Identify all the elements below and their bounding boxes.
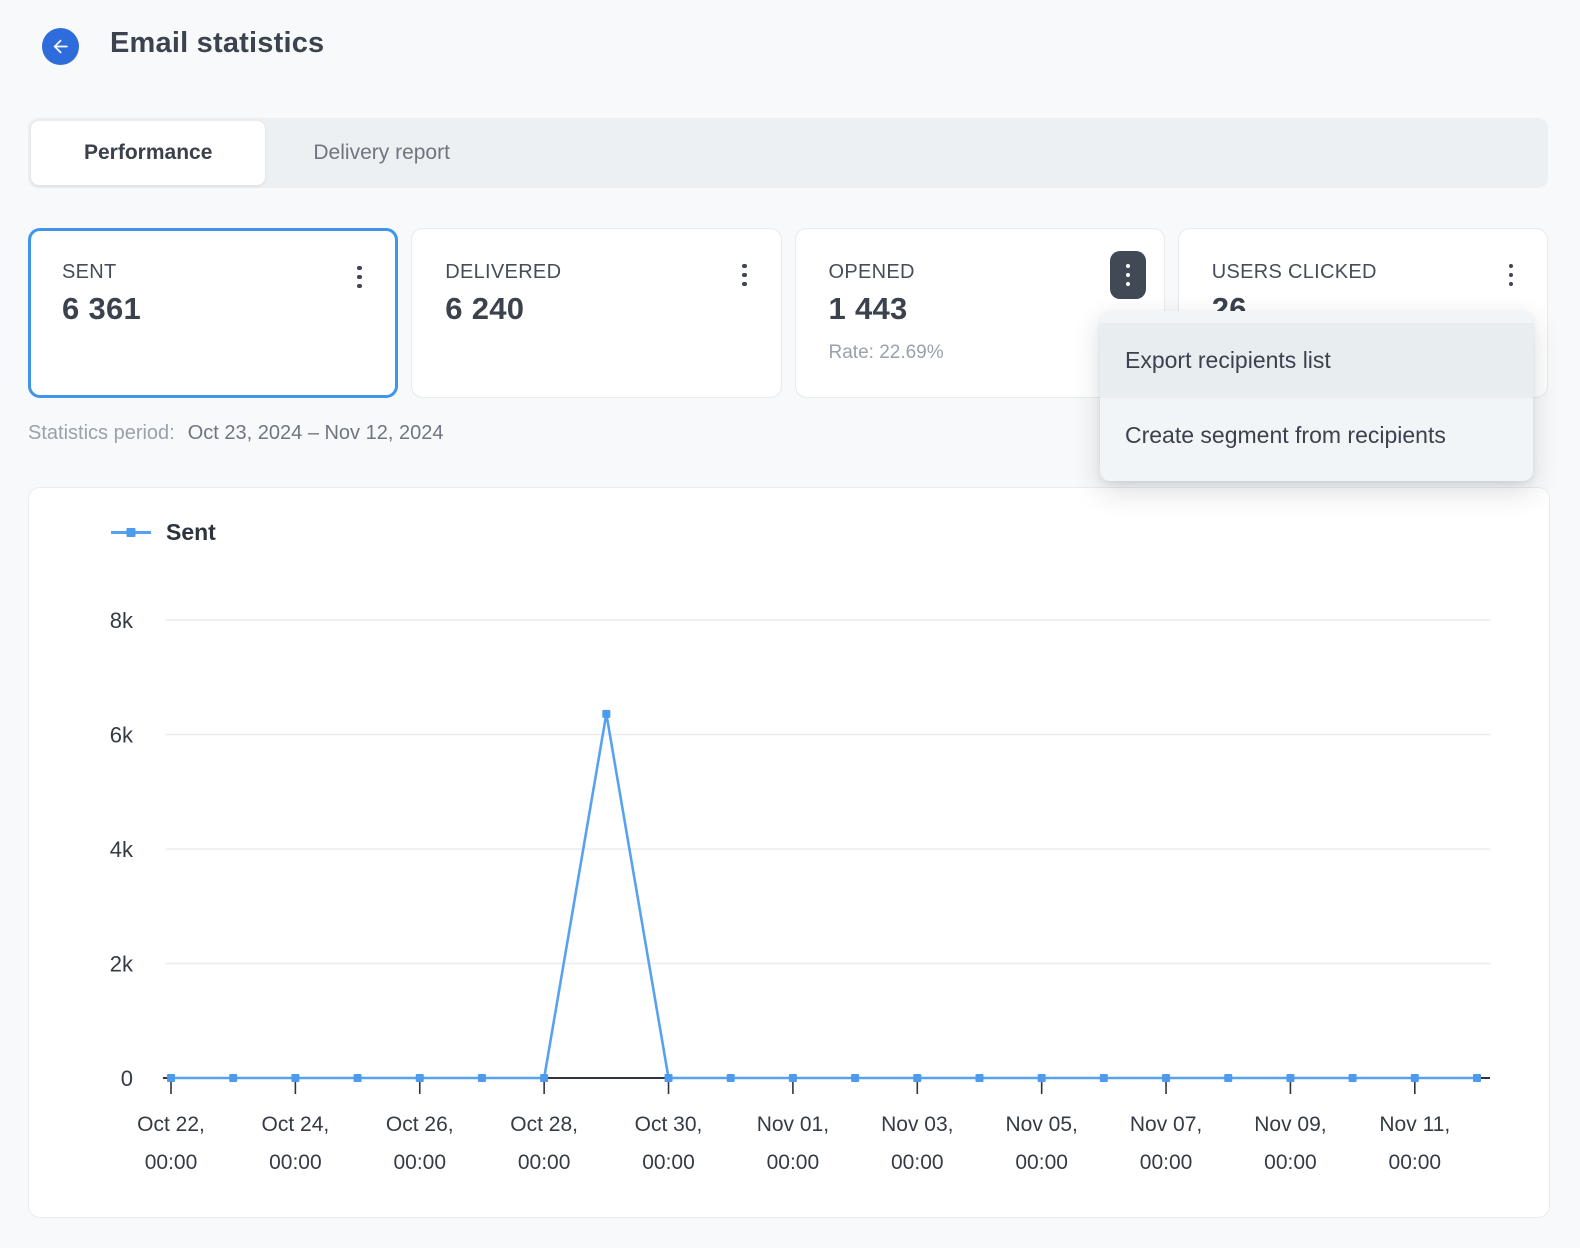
kebab-icon: [1125, 272, 1130, 278]
legend-series-label: Sent: [166, 519, 216, 545]
svg-text:Nov 01,00:00: Nov 01, 00:00: [757, 1113, 829, 1174]
back-button[interactable]: [42, 28, 79, 65]
kebab-menu-button-active[interactable]: [1109, 251, 1146, 299]
stat-card-label: OPENED: [828, 261, 915, 283]
tab-bar: Performance Delivery report: [28, 118, 1548, 188]
svg-text:2k: 2k: [110, 952, 134, 977]
menu-item-export-recipients[interactable]: Export recipients list: [1100, 323, 1533, 398]
arrow-left-icon: [53, 39, 68, 54]
svg-text:4k: 4k: [110, 837, 134, 862]
page-title: Email statistics: [110, 27, 325, 59]
stat-card-label: SENT: [62, 261, 117, 283]
stat-card-value: 6 240: [445, 291, 525, 326]
stat-card-value: 6 361: [62, 291, 142, 326]
kebab-menu-button[interactable]: [1493, 251, 1529, 299]
kebab-icon: [357, 274, 362, 280]
svg-text:8k: 8k: [110, 608, 134, 633]
tab-performance[interactable]: Performance: [31, 121, 266, 185]
stat-card-sent[interactable]: SENT 6 361: [28, 228, 399, 398]
stat-card-value: 1 443: [828, 291, 908, 326]
svg-text:Nov 11,00:00: Nov 11, 00:00: [1379, 1113, 1450, 1174]
svg-text:Oct 30,00:00: Oct 30, 00:00: [635, 1113, 703, 1174]
statistics-period-label: Statistics period:: [28, 422, 175, 444]
statistics-period-value: Oct 23, 2024 – Nov 12, 2024: [187, 422, 444, 444]
chart-legend: Sent: [111, 519, 216, 546]
stat-card-delivered[interactable]: DELIVERED 6 240: [411, 228, 782, 398]
chart-panel: Sent 8k 6k 4k 2k 0 Oct 22, 00:00 Oct 24, 00:00 Oc…: [28, 487, 1550, 1218]
tab-delivery-report[interactable]: Delivery report: [313, 141, 450, 164]
stat-card-rate: Rate: 22.69%: [828, 342, 944, 363]
svg-text:0: 0: [121, 1066, 133, 1091]
svg-text:Nov 03,00:00: Nov 03, 00:00: [881, 1113, 953, 1174]
context-menu: Export recipients list Create segment fr…: [1100, 311, 1533, 481]
kebab-icon: [742, 272, 747, 278]
stat-card-label: USERS CLICKED: [1211, 261, 1377, 283]
svg-text:Oct 26,00:00: Oct 26, 00:00: [386, 1113, 454, 1174]
svg-text:Oct 28,00:00: Oct 28, 00:00: [510, 1113, 578, 1174]
menu-item-create-segment[interactable]: Create segment from recipients: [1125, 422, 1446, 448]
kebab-menu-button[interactable]: [727, 251, 763, 299]
kebab-menu-button[interactable]: [341, 253, 377, 301]
stat-card-label: DELIVERED: [445, 261, 562, 283]
svg-text:Nov 09,00:00: Nov 09, 00:00: [1254, 1113, 1326, 1174]
svg-text:Oct 22,00:00: Oct 22, 00:00: [137, 1113, 205, 1174]
kebab-icon: [1508, 272, 1514, 278]
svg-text:6k: 6k: [110, 723, 134, 748]
svg-text:Oct 24,00:00: Oct 24, 00:00: [262, 1113, 330, 1174]
legend-line-marker-icon: [111, 528, 151, 537]
svg-text:Nov 07,00:00: Nov 07, 00:00: [1130, 1113, 1202, 1174]
svg-text:Nov 05,00:00: Nov 05, 00:00: [1005, 1113, 1077, 1174]
statistics-period: Statistics period: Oct 23, 2024 – Nov 12,…: [28, 422, 443, 445]
